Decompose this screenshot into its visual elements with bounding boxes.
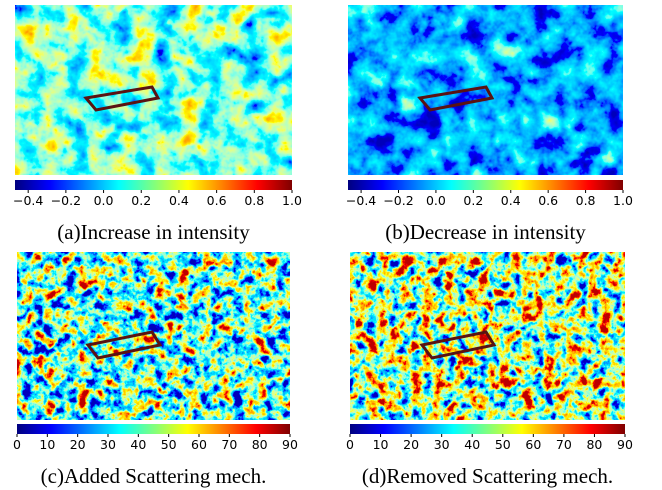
colorbar-tick-label: 10	[39, 437, 55, 452]
colorbar-tick-label: −0.4	[13, 193, 43, 208]
colorbar-tick-label: 0.0	[94, 193, 114, 208]
colorbar-tick-label: 20	[403, 437, 419, 452]
caption: (a)Increase in intensity	[57, 220, 250, 244]
colorbar-tick-label: 0	[346, 437, 354, 452]
colorbar-tick-label: 30	[434, 437, 450, 452]
panel: 0 10 20 30 40 50 60 70 80 90 (c)Added Scattering m…	[13, 252, 298, 488]
colorbar	[15, 180, 292, 190]
colorbar-tick-label: 90	[617, 437, 633, 452]
colorbar-tick-label: 40	[130, 437, 146, 452]
colorbar-tick-label: 0.4	[501, 193, 521, 208]
colorbar	[348, 180, 623, 190]
colorbar-tick-label: 0.8	[244, 193, 264, 208]
colorbar-tick-label: −0.2	[383, 193, 413, 208]
colorbar-tick-label: 60	[191, 437, 207, 452]
colorbar-tick-label: 30	[100, 437, 116, 452]
colorbar-tick-label: 40	[464, 437, 480, 452]
colorbar-tick-label: 70	[221, 437, 237, 452]
colorbar-tick-label: 1.0	[282, 193, 302, 208]
region-outline	[417, 85, 495, 112]
colorbar-tick-label: 0.0	[426, 193, 446, 208]
colorbar-tick-label: 80	[252, 437, 268, 452]
caption: (c)Added Scattering mech.	[41, 464, 267, 488]
colorbar-tick-label: 0.6	[538, 193, 558, 208]
colorbar-tick-label: 0.2	[131, 193, 151, 208]
colorbar-tick-label: 70	[556, 437, 572, 452]
region-outline	[419, 330, 497, 360]
colorbar-tick-label: −0.4	[346, 193, 376, 208]
colorbar-tick-label: 50	[161, 437, 177, 452]
caption: (d)Removed Scattering mech.	[362, 464, 613, 488]
panel: 0 10 20 30 40 50 60 70 80 90 (d)Removed Scattering…	[346, 252, 633, 488]
region-outline	[83, 85, 161, 112]
colorbar-tick-label: −0.2	[51, 193, 81, 208]
heatmap-image	[348, 5, 623, 175]
region-outline	[85, 330, 163, 360]
colorbar-tick-label: 50	[495, 437, 511, 452]
colorbar-tick-label: 1.0	[613, 193, 633, 208]
colorbar-tick-label: 10	[373, 437, 389, 452]
panel: −0.4 −0.2 0.0 0.2 0.4 0.6 0.8 1.0 (a)Increase in…	[13, 5, 302, 244]
caption: (b)Decrease in intensity	[385, 220, 586, 244]
colorbar	[17, 424, 290, 434]
colorbar-tick-label: 0	[13, 437, 21, 452]
colorbar-tick-label: 90	[282, 437, 298, 452]
colorbar-tick-label: 0.4	[169, 193, 189, 208]
colorbar-tick-label: 80	[586, 437, 602, 452]
colorbar-tick-label: 0.6	[207, 193, 227, 208]
colorbar-tick-label: 0.2	[463, 193, 483, 208]
panel: −0.4 −0.2 0.0 0.2 0.4 0.6 0.8 1.0 (b)Decrease in…	[346, 5, 633, 244]
colorbar-tick-label: 20	[70, 437, 86, 452]
colorbar-tick-label: 0.8	[576, 193, 596, 208]
colorbar-tick-label: 60	[525, 437, 541, 452]
colorbar	[350, 424, 625, 434]
